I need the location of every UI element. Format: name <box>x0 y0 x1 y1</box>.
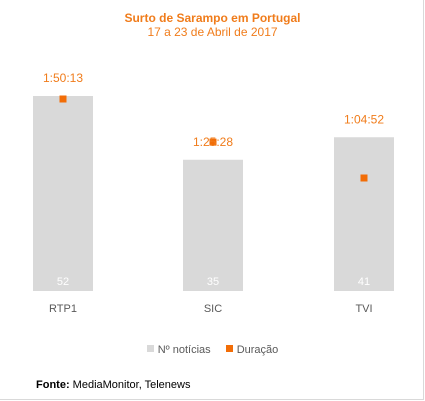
category-label-tvi: TVI <box>355 303 372 315</box>
bar-label-rtp1: 52 <box>57 276 69 288</box>
legend-item-noticias: Nº notícias <box>146 344 211 356</box>
bar-label-tvi: 41 <box>358 276 370 288</box>
bar-rtp1 <box>33 96 93 291</box>
duration-label-sic: 1:25:28 <box>193 135 233 149</box>
duration-marker-rtp1 <box>59 95 67 103</box>
legend-swatch-bar <box>146 345 154 352</box>
source-text: MediaMonitor, Telenews <box>72 379 191 391</box>
chart-title: Surto de Sarampo em Portugal <box>124 11 301 25</box>
duration-marker-tvi <box>360 174 368 182</box>
bar-sic <box>183 159 243 291</box>
source-note: Fonte: MediaMonitor, Telenews <box>36 379 190 391</box>
bar-tvi <box>334 137 394 291</box>
source-label: Fonte: <box>36 379 70 391</box>
category-label-sic: SIC <box>204 303 222 315</box>
duration-label-tvi: 1:04:52 <box>344 112 384 126</box>
legend-swatch-marker <box>225 345 233 352</box>
legend-item-duracao: Duração <box>225 344 279 356</box>
duration-label-rtp1: 1:50:13 <box>43 71 83 85</box>
legend-label-noticias: Nº notícias <box>157 344 211 356</box>
chart-subtitle: 17 a 23 de Abril de 2017 <box>147 25 278 39</box>
duration-marker-sic <box>209 138 217 146</box>
legend: Nº notícias Duração <box>0 344 425 356</box>
legend-label-duracao: Duração <box>236 344 279 356</box>
bar-label-sic: 35 <box>207 276 219 288</box>
category-label-rtp1: RTP1 <box>49 303 77 315</box>
